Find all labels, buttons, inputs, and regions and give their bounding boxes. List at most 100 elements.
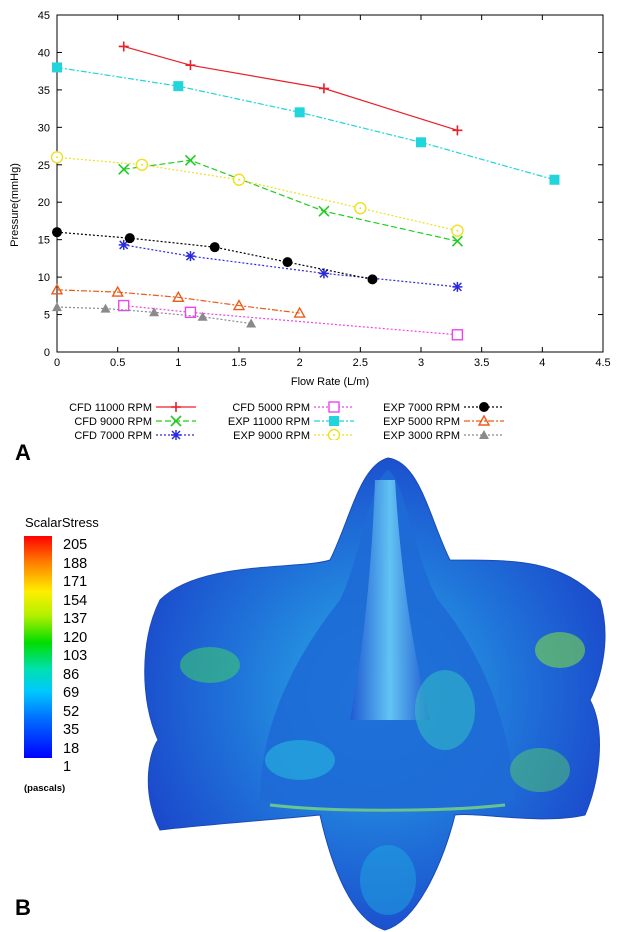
data-point — [52, 227, 62, 238]
colorbar-tick: 188 — [63, 555, 88, 572]
chart-legend: CFD 11000 RPM CFD 9000 RPM CFD 7000 RPM CFD… — [69, 401, 504, 440]
series-line — [123, 304, 458, 336]
colorbar-tick: 205 — [63, 537, 88, 553]
legend-label: EXP 7000 RPM — [383, 402, 460, 414]
colorbar-tick: 137 — [63, 611, 88, 627]
x-axis-label: Flow Rate (L/m) — [291, 376, 369, 388]
data-point — [52, 62, 62, 73]
data-point — [282, 257, 293, 268]
series-cfd-5000-rpm — [118, 299, 464, 341]
legend-marker — [479, 402, 489, 412]
x-tick-label: 2.5 — [353, 357, 368, 369]
colorbar-tick: 120 — [63, 629, 88, 646]
data-point — [118, 239, 129, 250]
panel-label-a: A — [15, 440, 31, 465]
x-tick-label: 1.5 — [231, 357, 246, 369]
x-tick-label: 4 — [539, 357, 545, 369]
legend-marker-dot — [333, 434, 335, 436]
series-line — [56, 289, 300, 314]
series-line — [56, 156, 458, 232]
series-exp-5000-rpm — [50, 283, 306, 318]
colorbar-tick: 69 — [63, 685, 80, 701]
data-point — [367, 274, 378, 285]
colorbar-tick: 103 — [63, 648, 88, 664]
y-tick-label: 5 — [44, 310, 50, 322]
data-point — [172, 290, 185, 303]
legend-label: CFD 7000 RPM — [74, 430, 152, 440]
data-point — [185, 251, 196, 262]
series-line — [123, 244, 458, 288]
chart-axes: 0 0.5 1 1.5 2 2.5 3 3.5 4 4.5 0 5 10 15 20 25 30 35 40 45 — [38, 10, 611, 369]
data-point — [232, 299, 246, 311]
series-exp-7000-rpm — [52, 227, 378, 285]
data-point-dot — [140, 163, 143, 166]
colorbar-tick: 86 — [63, 666, 80, 683]
y-tick-label: 45 — [38, 10, 50, 22]
series-line — [123, 159, 458, 242]
data-point-dot — [56, 156, 58, 159]
data-point — [451, 329, 464, 341]
series-cfd-9000-rpm — [118, 154, 463, 247]
data-point — [185, 60, 196, 71]
data-point — [111, 285, 124, 297]
y-axis-label: Pressure(mmHg) — [9, 163, 21, 247]
data-point — [118, 41, 129, 52]
series-line — [56, 231, 373, 280]
data-point — [124, 233, 135, 244]
x-tick-label: 3.5 — [474, 357, 489, 369]
data-point — [293, 306, 306, 318]
y-tick-label: 0 — [44, 347, 50, 359]
data-point — [318, 83, 329, 94]
y-tick-label: 15 — [38, 235, 50, 247]
data-point — [184, 306, 197, 319]
series-exp-11000-rpm — [52, 62, 560, 185]
legend-label: CFD 9000 RPM — [74, 416, 152, 428]
data-point — [52, 302, 62, 312]
y-tick-label: 30 — [38, 122, 50, 134]
data-point — [149, 307, 160, 317]
stress-colorbar — [24, 536, 52, 758]
colorbar-tick: 171 — [63, 574, 88, 590]
legend-label: EXP 11000 RPM — [228, 416, 310, 428]
series-line — [123, 45, 458, 131]
data-point — [294, 107, 305, 118]
series-cfd-11000-rpm — [118, 41, 463, 136]
series-exp-3000-rpm — [52, 302, 257, 328]
data-point — [452, 125, 463, 136]
data-point — [318, 205, 330, 217]
x-tick-label: 0 — [54, 357, 60, 369]
data-point — [549, 174, 560, 185]
panel-label-b: B — [15, 895, 31, 920]
data-point — [118, 163, 130, 175]
legend-label: CFD 11000 RPM — [69, 402, 152, 414]
y-tick-label: 35 — [38, 85, 50, 97]
colorbar-tick: 52 — [63, 703, 80, 720]
data-point-dot — [238, 178, 240, 181]
legend-marker — [479, 430, 489, 439]
legend-label: EXP 3000 RPM — [383, 430, 460, 440]
data-point-dot — [456, 229, 459, 232]
y-tick-label: 25 — [38, 160, 50, 172]
line-chart: 0 0.5 1 1.5 2 2.5 3 3.5 4 4.5 0 5 10 15 20 25 30 35 40 45 C… — [9, 10, 611, 440]
data-point — [50, 283, 64, 295]
series-exp-9000-rpm — [50, 151, 464, 237]
data-point-dot — [359, 207, 362, 210]
colorbar-tick-labels: 205 188 171 154 137 120 103 86 69 52 35 18 1 — [63, 536, 123, 777]
colorbar-tick: 154 — [63, 592, 88, 609]
series-line — [56, 66, 555, 181]
series-cfd-7000-rpm — [118, 239, 463, 292]
x-tick-label: 2 — [297, 357, 303, 369]
data-point — [318, 268, 329, 279]
legend-marker — [477, 414, 491, 426]
data-point — [118, 299, 130, 312]
colorbar-tick: 35 — [63, 722, 80, 738]
data-point — [209, 242, 220, 253]
data-point — [197, 311, 208, 321]
colorbar-tick: 1 — [63, 759, 72, 775]
legend-marker — [329, 416, 339, 426]
x-tick-label: 1 — [175, 357, 181, 369]
colorbar-unit: (pascals) — [24, 783, 66, 794]
legend-label: CFD 5000 RPM — [232, 402, 310, 414]
x-tick-label: 3 — [418, 357, 424, 369]
colorbar-tick: 18 — [63, 740, 80, 757]
